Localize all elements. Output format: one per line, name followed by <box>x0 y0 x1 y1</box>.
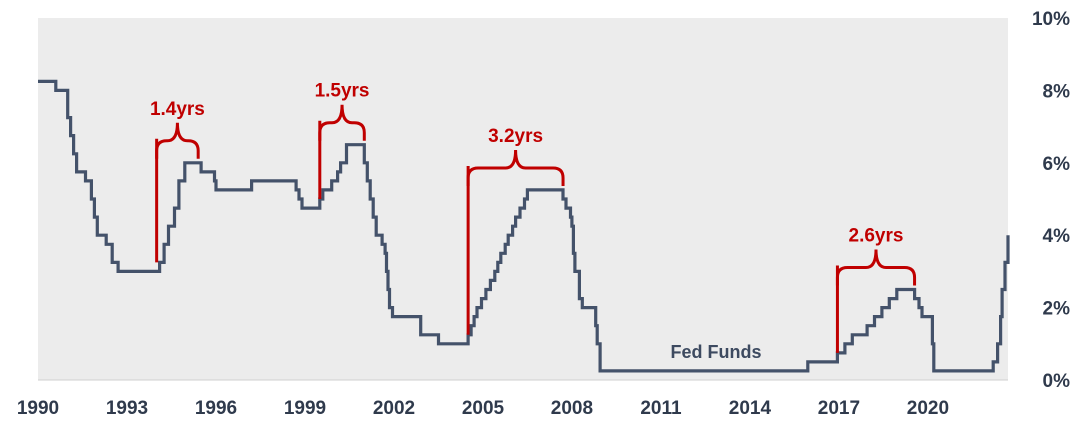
annotation-brace <box>318 104 366 141</box>
y-tick-8: 8% <box>1043 81 1071 102</box>
x-tick-1999: 1999 <box>284 398 326 419</box>
x-tick-2005: 2005 <box>462 398 505 419</box>
annotation-brace <box>155 122 200 159</box>
annotation-3.2yrs: 3.2yrs <box>466 126 565 335</box>
y-tick-4: 4% <box>1043 226 1071 247</box>
x-tick-2020: 2020 <box>907 398 949 419</box>
annotation-brace <box>466 149 565 186</box>
annotation-label: 2.6yrs <box>849 226 904 247</box>
y-tick-10: 10% <box>1032 9 1070 30</box>
duration-annotations: 1.4yrs 1.5yrs 3.2yrs 2.6yrs <box>150 81 917 353</box>
x-tick-1996: 1996 <box>195 398 237 419</box>
x-tick-2014: 2014 <box>729 398 772 419</box>
y-tick-0: 0% <box>1043 371 1071 392</box>
annotation-label: 1.5yrs <box>315 81 370 102</box>
x-tick-1993: 1993 <box>106 398 148 419</box>
y-tick-2: 2% <box>1043 299 1071 320</box>
annotation-1.5yrs: 1.5yrs <box>315 81 370 199</box>
annotation-2.6yrs: 2.6yrs <box>835 226 917 353</box>
y-tick-6: 6% <box>1043 154 1071 175</box>
x-tick-1990: 1990 <box>17 398 59 419</box>
x-tick-2011: 2011 <box>640 398 682 419</box>
y-tick-labels: 0% 2% 4% 6% 8% 10% <box>1032 9 1070 392</box>
x-tick-2017: 2017 <box>818 398 860 419</box>
x-tick-2002: 2002 <box>373 398 415 419</box>
annotation-brace <box>835 249 917 286</box>
series-label-fed-funds: Fed Funds <box>671 342 762 362</box>
fed-funds-line <box>38 79 1010 373</box>
annotation-label: 1.4yrs <box>150 99 205 120</box>
annotation-label: 3.2yrs <box>488 126 543 147</box>
x-tick-labels: 1990 1993 1996 1999 2002 2005 2008 2011 2014 2017… <box>17 398 949 419</box>
x-tick-2008: 2008 <box>551 398 593 419</box>
annotation-1.4yrs: 1.4yrs <box>150 99 205 263</box>
